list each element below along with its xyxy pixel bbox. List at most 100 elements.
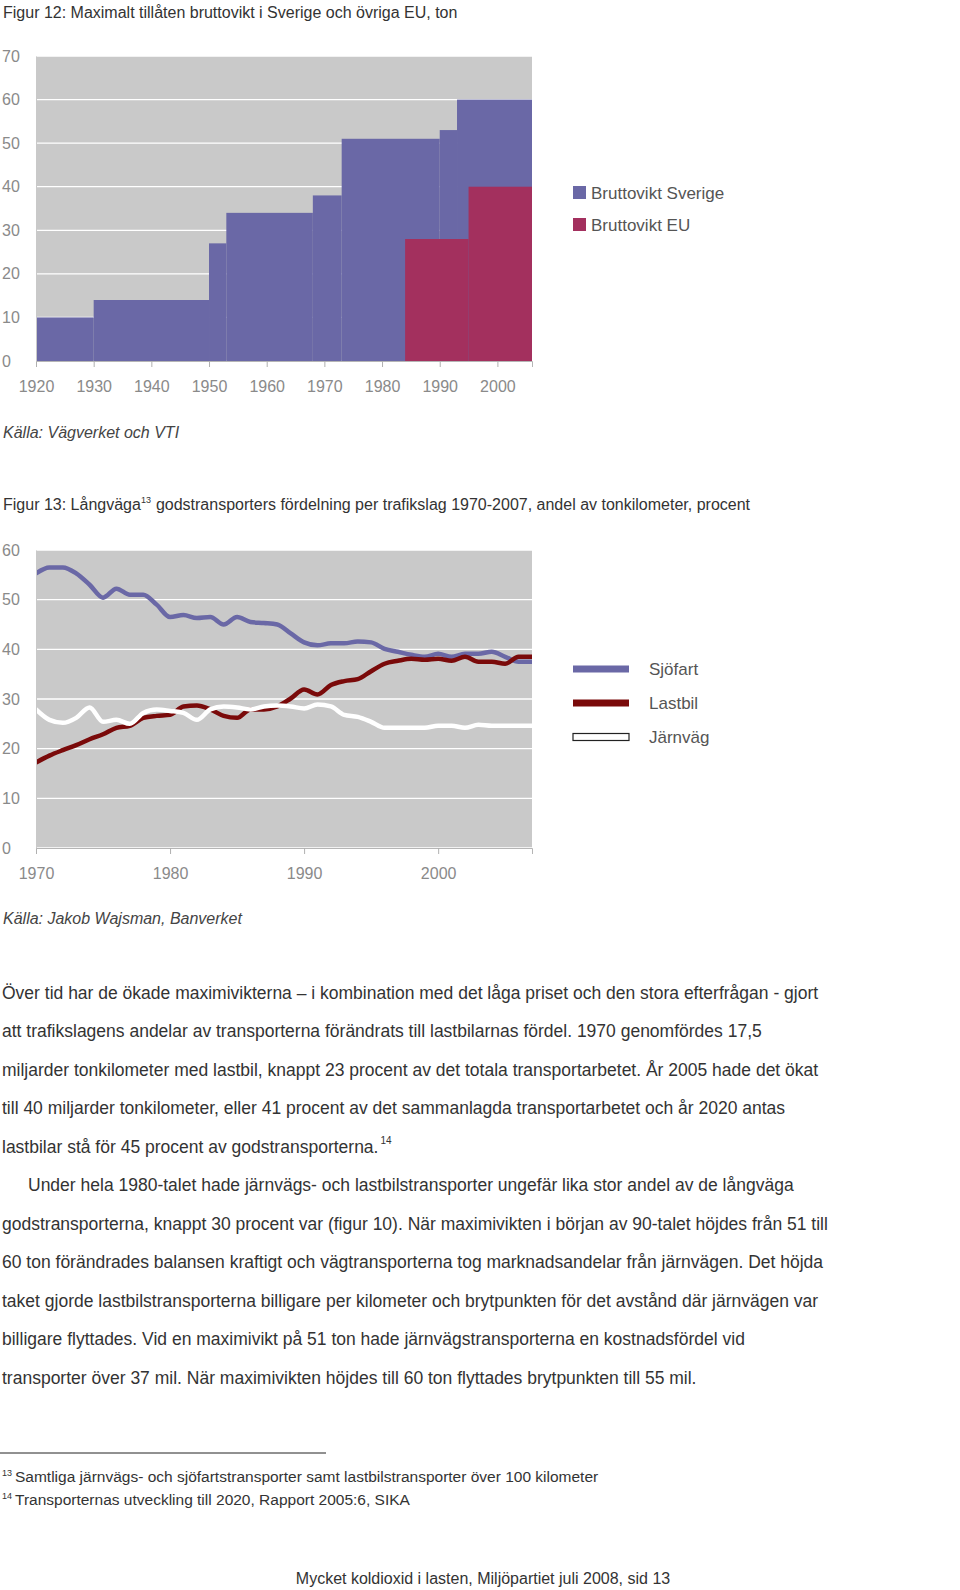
x-tick: 1990: [422, 361, 458, 395]
x-tick: 2000: [480, 361, 516, 395]
tick-label: 20: [2, 740, 20, 757]
legend: Bruttovikt SverigeBruttovikt EU: [573, 184, 724, 235]
paragraph-line: godstransporterna, knappt 30 procent var…: [2, 1214, 828, 1234]
paragraph-line: 60 ton förändrades balansen kraftigt och…: [2, 1252, 823, 1272]
grid-line: [36, 549, 532, 550]
series-line: [36, 704, 532, 727]
tick-mark: [36, 848, 37, 854]
y-tick: 60: [2, 91, 36, 108]
tick-label: 1960: [249, 378, 285, 395]
y-tick: 10: [2, 790, 36, 807]
tick-label: 50: [2, 591, 20, 608]
grid: [36, 56, 532, 361]
y-tick: 70: [2, 48, 36, 65]
paragraph-line: Över tid har de ökade maximivikterna – i…: [2, 983, 818, 1003]
y-tick: 30: [2, 691, 36, 708]
tick-label: 1950: [192, 378, 228, 395]
footer: Mycket koldioxid i lasten, Miljöpartiet …: [296, 1570, 671, 1587]
plot-area: [36, 100, 532, 361]
document-text: Över tid har de ökade maximivikterna – i…: [0, 983, 828, 1587]
tick-label: 1920: [19, 378, 55, 395]
plot-background: [36, 550, 532, 848]
source: Källa: Vägverket och VTI: [3, 424, 180, 441]
x-tick: 1940: [134, 361, 170, 395]
paragraph-line: att trafikslagens andelar av transporter…: [2, 1021, 762, 1041]
chart: 19701980199020000102030405060SjöfartLast…: [2, 495, 751, 927]
tick-label: 60: [2, 91, 20, 108]
legend-label: Bruttovikt Sverige: [591, 184, 724, 203]
footnote-mark: 13: [2, 1468, 12, 1478]
tick-label: 1940: [134, 378, 170, 395]
axis-line: [36, 551, 37, 849]
axis-line: [36, 57, 37, 362]
paragraph-line: taket gjorde lastbilstransporterna billi…: [2, 1291, 818, 1311]
footnote-rule: [0, 1453, 326, 1454]
grid-line: [36, 649, 532, 650]
step-bar: [94, 300, 209, 361]
title-text: Figur 13: Långväga: [3, 496, 141, 513]
title-text: Figur 12: Maximalt tillåten bruttovikt i…: [3, 4, 457, 21]
grid-line: [36, 599, 532, 600]
x-tick: 1970: [307, 361, 343, 395]
plot-background: [36, 56, 532, 361]
tick-label: 1980: [365, 378, 401, 395]
footnote-text: Transporternas utveckling till 2020, Rap…: [15, 1491, 411, 1508]
chart: 1920193019401950196019701980199020000102…: [2, 4, 724, 441]
tick-label: 20: [2, 265, 20, 282]
tick-mark: [324, 361, 325, 367]
x-tick: 1920: [19, 361, 55, 395]
grid-line: [36, 798, 532, 799]
legend-label: Järnväg: [649, 728, 709, 747]
step-bar: [405, 239, 468, 361]
step-bar: [469, 187, 532, 361]
tick-mark: [304, 848, 305, 854]
tick-label: 40: [2, 178, 20, 195]
chart-title: Figur 12: Maximalt tillåten bruttovikt i…: [3, 4, 457, 21]
x-tick: 2000: [421, 848, 457, 882]
tick-label: 1930: [76, 378, 112, 395]
plot-area: [36, 567, 532, 762]
x-tick: 1970: [19, 848, 55, 882]
tick-mark: [440, 361, 441, 367]
tick-label: 10: [2, 790, 20, 807]
x-tick: 1990: [287, 848, 323, 882]
tick-mark: [36, 361, 37, 367]
tick-label: 0: [2, 353, 11, 370]
tick-label: 1990: [422, 378, 458, 395]
x-tick: 1980: [365, 361, 401, 395]
step-bar: [209, 243, 226, 361]
legend-swatch: [573, 734, 629, 741]
y-tick: 50: [2, 135, 36, 152]
tick-label: 1980: [153, 865, 189, 882]
legend: Sjöfart Lastbil Järnväg: [573, 660, 709, 747]
grid-line: [36, 748, 532, 749]
grid-line: [36, 698, 532, 699]
legend-label: Sjöfart: [649, 660, 698, 679]
paragraph-line: till 40 miljarder tonkilometer, eller 41…: [2, 1098, 785, 1118]
tick-mark: [151, 361, 152, 367]
legend-swatch: [573, 666, 629, 673]
step-bar: [313, 195, 342, 361]
legend-label: Lastbil: [649, 694, 698, 713]
series: [405, 187, 532, 361]
tick-mark: [438, 848, 439, 854]
series-line: [36, 657, 532, 763]
tick-label: 0: [2, 840, 11, 857]
legend-swatch: [573, 186, 586, 199]
y-tick: 50: [2, 591, 36, 608]
footnote-mark: 14: [2, 1491, 12, 1501]
legend-swatch: [573, 700, 629, 707]
x-tick: 1950: [192, 361, 228, 395]
tick-label: 50: [2, 135, 20, 152]
tick-label: 30: [2, 222, 20, 239]
y-tick: 40: [2, 178, 36, 195]
tick-label: 2000: [480, 378, 516, 395]
grid: [36, 550, 532, 848]
tick-mark: [267, 361, 268, 367]
paragraph-line: billigare flyttades. Vid en maximivikt p…: [2, 1329, 745, 1349]
x-tick: 1980: [153, 848, 189, 882]
y-tick: 0: [2, 353, 36, 370]
y-tick: 40: [2, 641, 36, 658]
tick-label: 2000: [421, 865, 457, 882]
series: [36, 100, 532, 361]
